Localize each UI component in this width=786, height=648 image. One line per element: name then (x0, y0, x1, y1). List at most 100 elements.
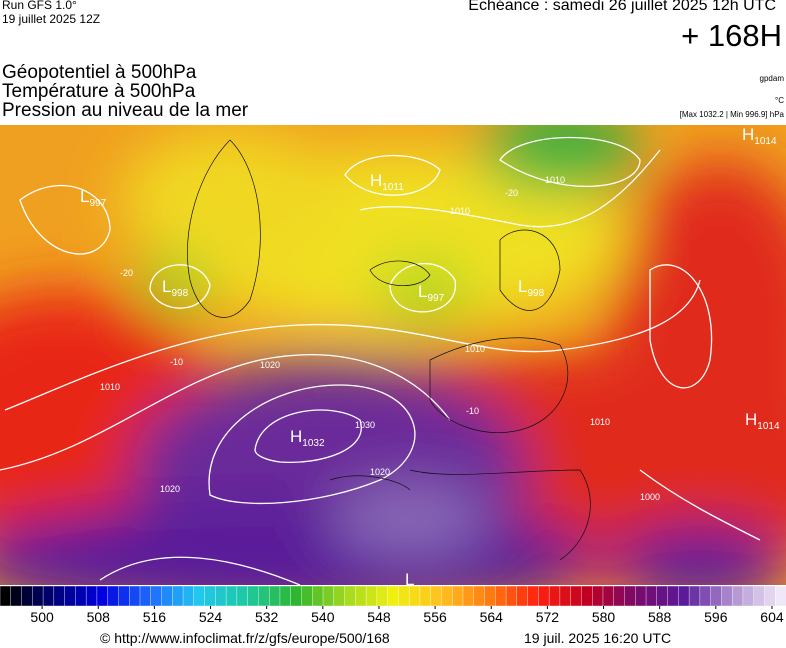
colorbar-swatch (376, 585, 389, 607)
center-value: 998 (527, 288, 544, 299)
center-letter: H (370, 171, 382, 190)
field-name: Pression au niveau de la mer (2, 100, 249, 121)
colorbar-swatch (236, 585, 249, 607)
colorbar-swatch (602, 585, 615, 607)
contour-label: 1000 (640, 492, 660, 502)
colorbar-swatch (0, 585, 12, 607)
colorbar-label: 548 (367, 609, 391, 625)
colorbar-swatch (161, 585, 173, 607)
colorbar-swatch (10, 585, 23, 607)
contour-label: 1010 (545, 175, 565, 185)
colorbar-swatch (129, 585, 141, 607)
run-label: Run GFS 1.0° (2, 0, 77, 12)
colorbar-swatch (624, 585, 636, 607)
colorbar-swatch (430, 585, 442, 607)
center-value: 1032 (302, 438, 325, 449)
colorbar-label: 532 (255, 609, 279, 625)
contour-label: -20 (505, 188, 518, 198)
colorbar-swatch (753, 585, 765, 607)
colorbar-swatch (344, 585, 356, 607)
center-value: 1014 (757, 421, 780, 432)
colorbar-swatch (193, 585, 206, 607)
center-letter: L (80, 187, 89, 206)
colorbar-swatch (721, 585, 733, 607)
colorbar-swatch (516, 585, 529, 607)
unit: °C (775, 96, 784, 105)
colorbar-label: 580 (592, 609, 616, 625)
colorbar-swatch (118, 585, 130, 607)
contour-label: 1020 (160, 484, 180, 494)
colorbar-swatch (635, 585, 647, 607)
colorbar-swatch (710, 585, 722, 607)
colorbar-swatch (667, 585, 679, 607)
colorbar-label: 596 (704, 609, 728, 625)
colorbar-swatch (215, 585, 227, 607)
colorbar-swatch (408, 585, 421, 607)
colorbar-swatch (365, 585, 378, 607)
colorbar-swatch (678, 585, 690, 607)
center-value: 997 (89, 198, 106, 209)
colorbar-swatch (247, 585, 259, 607)
colorbar-swatch (505, 585, 518, 607)
colorbar-swatch (688, 585, 701, 607)
colorbar-swatch (731, 585, 744, 607)
colorbar-label: 556 (423, 609, 447, 625)
colorbar-swatch (613, 585, 625, 607)
unit: gpdam (759, 74, 784, 83)
colorbar-swatch (85, 585, 98, 607)
colorbar-swatch (775, 585, 786, 607)
colorbar-swatch (64, 585, 76, 607)
pressure-center: H1014 (742, 125, 777, 147)
contour-label: 1020 (260, 360, 280, 370)
colorbar-swatch (21, 585, 33, 607)
center-value: 1014 (754, 136, 777, 147)
echeance: Echéance : samedi 26 juillet 2025 12h UT… (468, 0, 776, 14)
colorbar-swatch (42, 585, 55, 607)
colorbar-swatch (96, 585, 109, 607)
pressure-center: H1011 (370, 171, 404, 193)
colorbar-swatch (290, 585, 302, 607)
colorbar-swatch (333, 585, 346, 607)
colorbar-swatch (172, 585, 184, 607)
colorbar-swatch (495, 585, 507, 607)
colorbar-swatch (742, 585, 755, 607)
colorbar-swatch (419, 585, 432, 607)
colorbar-swatch (204, 585, 216, 607)
contour-label: 1010 (465, 344, 485, 354)
center-letter: L (162, 277, 171, 296)
pressure-center: H1032 (290, 427, 325, 449)
colorbar-label: 524 (199, 609, 223, 625)
lead-time: + 168H (681, 18, 782, 53)
colorbar-swatch (570, 585, 582, 607)
colorbar-swatch (462, 585, 475, 607)
colorbar-swatch (53, 585, 66, 607)
colorbar-swatch (225, 585, 238, 607)
contour-label: -10 (170, 357, 183, 367)
colorbar-label: 516 (143, 609, 167, 625)
contour-label: 1020 (370, 467, 390, 477)
colorbar-swatch (182, 585, 195, 607)
colorbar-swatch (75, 585, 87, 607)
colorbar-swatch (301, 585, 313, 607)
colorbar-swatch (538, 585, 550, 607)
coastlines (187, 139, 591, 561)
colorbar-swatch (279, 585, 292, 607)
colorbar-swatch (645, 585, 658, 607)
colorbar-swatch (527, 585, 539, 607)
colorbar-swatch (355, 585, 367, 607)
center-letter: L (418, 282, 427, 301)
isobars (0, 136, 761, 585)
colorbar-swatch (398, 585, 410, 607)
pressure-center: L997 (80, 187, 107, 209)
source: © http://www.infoclimat.fr/z/gfs/europe/… (100, 630, 390, 646)
colorbar-label: 500 (30, 609, 54, 625)
min-max: [Max 1032.2 | Min 996.9] hPa (679, 110, 784, 119)
colorbar-swatch (591, 585, 604, 607)
colorbar-swatch (312, 585, 324, 607)
field-name: Géopotentiel à 500hPa (2, 62, 197, 83)
center-letter: H (742, 125, 754, 144)
timestamp: 19 juil. 2025 16:20 UTC (524, 630, 672, 646)
center-letter: H (745, 410, 757, 429)
colorbar-swatch (268, 585, 281, 607)
